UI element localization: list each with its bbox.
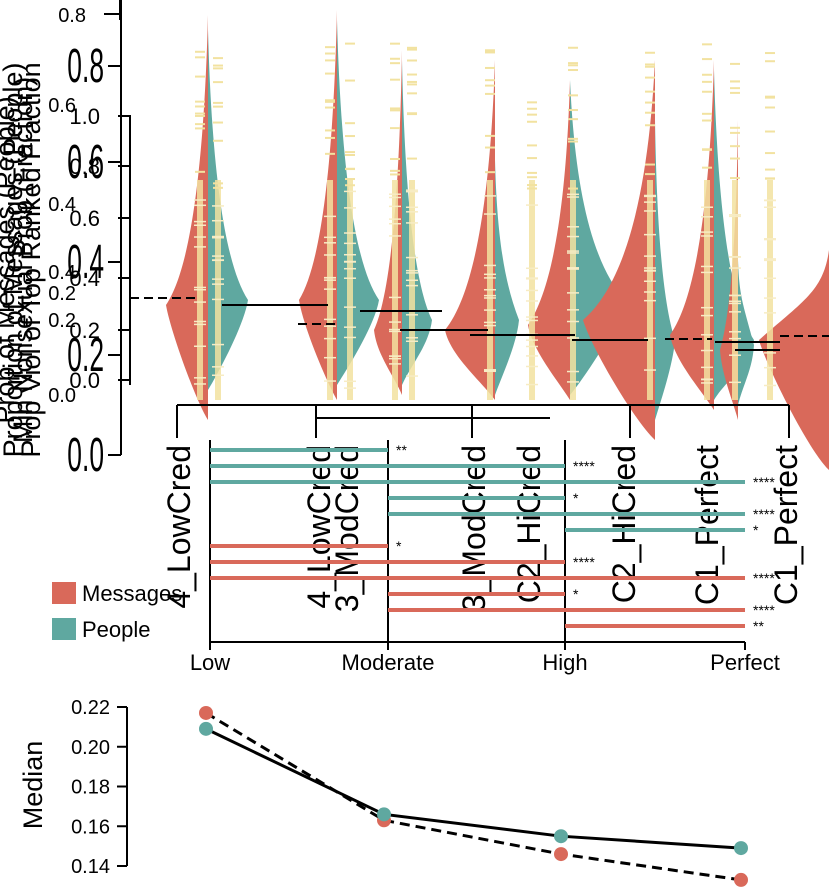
sig-label: **** [573, 554, 595, 570]
median-point-messages [554, 847, 568, 862]
legend-swatch [52, 582, 76, 604]
median-point-messages [199, 705, 213, 720]
people-violin-0 [208, 30, 248, 390]
people-violin-6 [714, 70, 754, 400]
sig-label: * [396, 538, 402, 554]
median-y-tick-label: 0.20 [71, 737, 110, 759]
y-axis-label: Min Nonsexual Prob (Fraction) [8, 77, 38, 443]
sig-label: * [573, 490, 579, 506]
group-label: C1_Perfect [768, 445, 804, 605]
sig-label: * [573, 586, 579, 602]
y-axis-label: Proportion of Messages (People) [0, 63, 28, 458]
secondary-y-tick-label: 0.8 [69, 154, 100, 179]
median-point-people [554, 829, 568, 844]
messages-violin-8 [759, 250, 829, 470]
rug-band-8 [570, 180, 576, 400]
sig-label: **** [753, 474, 775, 490]
violin-panel [166, 10, 829, 470]
secondary-y-tick-label: 1.0 [69, 104, 100, 129]
rug-band-10 [704, 180, 710, 400]
rug-band-1 [215, 180, 221, 400]
median-y-tick-label: 0.14 [71, 856, 110, 878]
median-y-tick-label: 0.16 [71, 816, 110, 838]
main-y-tick-label: 0.0 [67, 429, 104, 482]
extra-y-tick-label: 0.4 [48, 262, 76, 284]
secondary-y-tick-label: 0.0 [69, 368, 100, 393]
sig-label: ** [753, 618, 764, 634]
median-y-tick-label: 0.18 [71, 777, 110, 799]
sig-label: * [753, 522, 759, 538]
people-violin-5 [655, 120, 675, 420]
y-axis-label: Prop Viol of Top Ranked Fraction [16, 62, 46, 457]
median-point-people [199, 721, 213, 736]
messages-violin-5 [583, 60, 655, 440]
rug-marks [194, 42, 776, 400]
median-series-line-people [205, 727, 742, 850]
median-point-people [377, 807, 391, 822]
extra-y-tick-label: 0.2 [48, 310, 76, 332]
sig-label: **** [573, 458, 595, 474]
rug-band-9 [647, 180, 653, 400]
group-label: 3_ModCred [329, 445, 365, 612]
main-y-tick-label: 0.2 [67, 329, 104, 382]
main-y-tick-label: 0.4 [67, 236, 104, 289]
rug-band-3 [347, 180, 353, 400]
category-label: Perfect [710, 650, 780, 675]
extra-y-tick-label: 0.6 [48, 95, 76, 117]
category-label: High [542, 650, 587, 675]
category-label: Low [190, 650, 230, 675]
legend-swatch [52, 618, 76, 640]
group-label: C1_Perfect [689, 445, 725, 605]
legend-label: People [82, 617, 151, 642]
people-violin-1 [337, 20, 379, 385]
small-y-tick-label: 0.8 [58, 5, 86, 27]
median-lines [130, 297, 829, 351]
messages-violin-3 [445, 60, 495, 400]
secondary-y-tick-label: 0.6 [69, 206, 100, 231]
top-y-axis: 0.00.20.40.60.80.80.00.20.40.60.81.00.00… [0, 0, 790, 482]
group-label: 4_LowCred [301, 445, 337, 609]
people-violin-7 [738, 260, 754, 405]
main-y-tick-label: 0.6 [67, 136, 104, 189]
group-label: 4_LowCred [161, 445, 197, 609]
sig-label: **** [753, 506, 775, 522]
extra-y-tick-label: 0.2 [48, 283, 76, 305]
sig-label: **** [753, 570, 775, 586]
rug-band-4 [392, 180, 398, 400]
median-point-messages [734, 872, 748, 887]
messages-violin-4 [528, 80, 570, 400]
significance-panel: Low Moderate High Perfect******************… [190, 440, 780, 675]
median-y-tick-label: 0.22 [71, 697, 110, 719]
median-point-people [734, 841, 748, 856]
median-line-chart: 0.22 0.20 0.18 0.16 0.14 Median [18, 697, 748, 887]
sig-label: **** [753, 602, 775, 618]
extra-y-tick-label: 0.0 [48, 385, 76, 407]
secondary-y-tick-label: 0.4 [69, 266, 100, 291]
extra-y-tick-label: 0.4 [48, 194, 76, 216]
legend-label: Messages [82, 581, 182, 606]
y-axis-label: Prop of Messages (People) [0, 96, 20, 423]
category-label: Moderate [342, 650, 435, 675]
median-y-label: Median [18, 741, 48, 830]
messages-violin-6 [670, 60, 714, 410]
group-label: 3_ModCred [456, 445, 492, 612]
sig-label: ** [396, 442, 407, 458]
legend: Messages People [52, 581, 182, 642]
rug-band-11 [732, 180, 738, 400]
rug-band-5 [409, 180, 415, 400]
rug-band-2 [327, 180, 333, 400]
people-violin-3 [495, 160, 519, 395]
secondary-y-tick-label: 0.2 [69, 318, 100, 343]
median-series-line-messages [205, 711, 742, 882]
rug-band-12 [767, 180, 773, 400]
main-y-tick-label: 0.8 [67, 40, 104, 93]
